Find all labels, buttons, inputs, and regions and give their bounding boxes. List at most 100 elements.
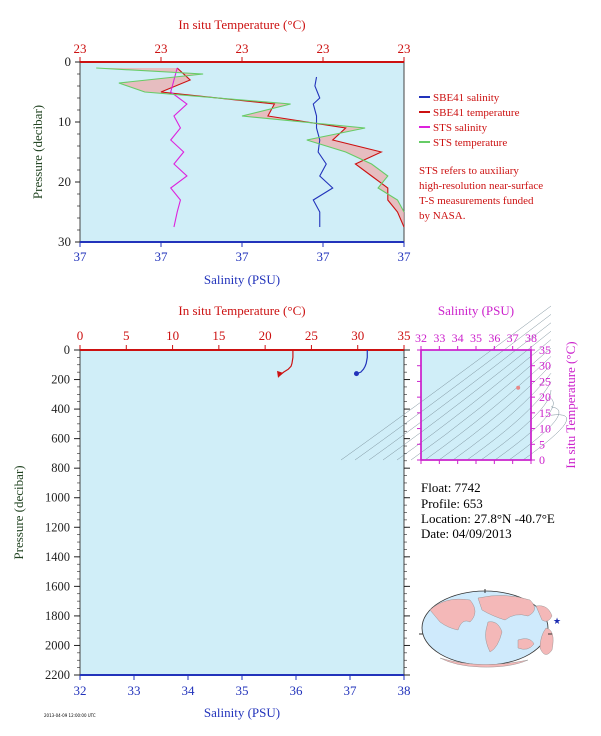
ts-x-tick-label: 38 (525, 331, 537, 345)
world-map-continent (535, 605, 553, 622)
sts-note: by NASA. (419, 210, 466, 222)
ts-y-tick-label: 5 (539, 437, 545, 451)
top-tick-label: 25 (305, 328, 318, 343)
bottom-tick-label: 37 (236, 249, 250, 264)
top-tick-label: 5 (123, 328, 130, 343)
legend-label: SBE41 temperature (433, 107, 520, 119)
y-tick-label: 30 (58, 234, 71, 249)
density-contour (424, 356, 552, 461)
world-map-continent (439, 657, 529, 668)
bottom-tick-label: 36 (290, 683, 304, 698)
density-contour (466, 381, 552, 461)
top-tick-label: 0 (77, 328, 84, 343)
legend-label: STS temperature (433, 137, 507, 149)
bottom-tick-label: 37 (398, 249, 412, 264)
location: Location: 27.8°N -40.7°E (421, 511, 555, 526)
y-tick-label: 2000 (45, 638, 70, 652)
y-tick-label: 0 (65, 54, 72, 69)
world-map-continent (517, 638, 535, 650)
float-id: Float: 7742 (421, 480, 481, 495)
top-tick-label: 30 (351, 328, 364, 343)
bottom-tick-label: 37 (344, 683, 358, 698)
temperature-profile-line (278, 350, 294, 377)
temperature-difference-fill (96, 68, 404, 227)
top-tick-label: 23 (398, 41, 411, 56)
bottom-tick-label: 37 (74, 249, 88, 264)
ts-x-tick-label: 33 (433, 331, 445, 345)
bottom-tick-label: 37 (317, 249, 331, 264)
ts-y-tick-label: 0 (539, 453, 545, 467)
sts-temperature-line (96, 67, 405, 213)
y-tick-label: 1000 (45, 491, 70, 505)
ts-y-tick-label: 25 (539, 374, 551, 388)
top-tick-label: 20 (259, 328, 272, 343)
top-tick-label: 10 (166, 328, 179, 343)
y-tick-label: 1400 (45, 550, 70, 564)
top-tick-label: 23 (317, 41, 330, 56)
y-tick-label: 1800 (45, 609, 70, 623)
bottom-tick-label: 35 (236, 683, 249, 698)
density-contour (410, 347, 552, 461)
y-tick-label: 20 (58, 174, 71, 189)
sbe41-salinity-line (312, 76, 334, 227)
date: Date: 04/09/2013 (421, 526, 512, 541)
legend-label: SBE41 salinity (433, 92, 500, 104)
density-contour (522, 414, 567, 461)
bottom-tick-label: 32 (74, 683, 87, 698)
world-map-continent (429, 598, 476, 631)
top-axis-title: In situ Temperature (°C) (178, 17, 305, 32)
y-tick-label: 2200 (45, 668, 70, 682)
ts-x-tick-label: 37 (507, 331, 519, 345)
timestamp-stamp: 2013-04-09 12:00:00 UTC (44, 713, 96, 718)
bottom-axis-title: Salinity (PSU) (204, 705, 280, 720)
y-axis-title: Pressure (decibar) (11, 465, 26, 559)
world-map-continent (485, 621, 503, 653)
sts-note: high-resolution near-surface (419, 180, 543, 192)
ts-plot-area (420, 349, 532, 461)
salinity-profile-line (356, 350, 368, 375)
top-tick-label: 23 (236, 41, 249, 56)
density-contour (354, 314, 552, 461)
density-contour (494, 398, 554, 461)
top-tick-label: 15 (212, 328, 225, 343)
ts-x-tick-label: 32 (415, 331, 427, 345)
y-axis-title: Pressure (decibar) (30, 105, 45, 199)
ts-x-tick-label: 36 (488, 331, 500, 345)
world-map-continent (539, 627, 554, 655)
profile-number: Profile: 653 (421, 496, 483, 511)
top-tick-label: 23 (155, 41, 168, 56)
y-tick-label: 400 (51, 402, 70, 416)
y-tick-label: 0 (64, 343, 70, 357)
ts-y-axis-title: In situ Temperature (°C) (563, 341, 578, 468)
top-axis-title: In situ Temperature (°C) (178, 303, 305, 318)
density-contour (480, 389, 552, 461)
density-contour (508, 406, 560, 461)
float-location-marker: ★ (553, 617, 561, 627)
ts-x-tick-label: 34 (452, 331, 464, 345)
ts-y-tick-label: 20 (539, 390, 551, 404)
legend-label: STS salinity (433, 122, 488, 134)
ts-y-tick-label: 10 (539, 422, 551, 436)
temperature-profile-end-marker (277, 370, 284, 378)
salinity-profile-end-marker (353, 371, 359, 377)
y-tick-label: 600 (51, 432, 70, 446)
ts-data-point (516, 385, 521, 390)
bottom-tick-label: 33 (128, 683, 141, 698)
sts-note: STS refers to auxiliary (419, 165, 519, 177)
world-map-continent (477, 595, 535, 621)
density-contour (438, 364, 552, 461)
ts-x-axis-title: Salinity (PSU) (438, 303, 514, 318)
density-contour (452, 373, 552, 461)
y-tick-label: 1200 (45, 520, 70, 534)
bottom-tick-label: 38 (398, 683, 411, 698)
top-tick-label: 23 (74, 41, 87, 56)
top-tick-label: 35 (398, 328, 411, 343)
sbe41-temperature-line (160, 67, 405, 228)
ts-y-tick-label: 15 (539, 406, 551, 420)
density-contour (340, 305, 552, 461)
plot-area (79, 349, 405, 676)
sts-note: T-S measurements funded (419, 195, 534, 207)
y-tick-label: 1600 (45, 579, 70, 593)
ts-y-tick-label: 30 (539, 359, 551, 373)
